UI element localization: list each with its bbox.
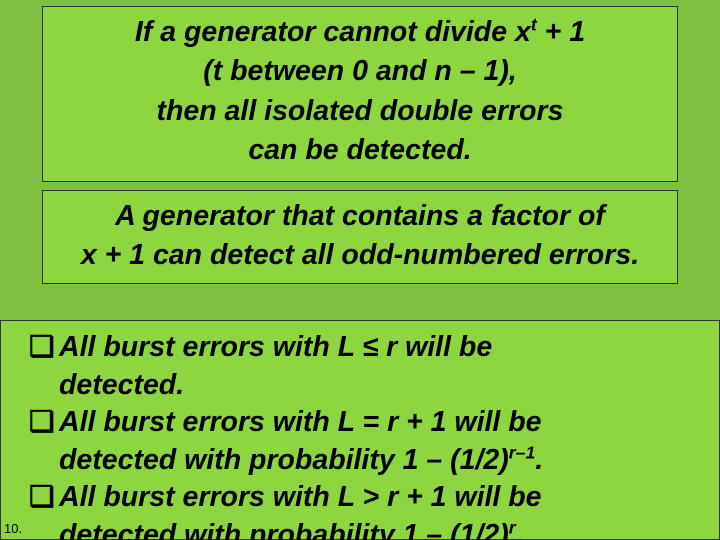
bullet-icon: ❏ — [29, 479, 59, 517]
item2-l2-sup: r — [509, 518, 516, 538]
item2-l2-b: . — [516, 519, 524, 540]
item1-l2-sup: r–1 — [509, 442, 536, 462]
item1-line2: detected with probability 1 – (1/2)r–1. — [29, 442, 695, 480]
box2-line1: A generator that contains a factor of — [53, 197, 667, 236]
list-item: ❏ All burst errors with L ≤ r will be — [29, 329, 695, 367]
item0-line1: All burst errors with L ≤ r will be — [59, 329, 695, 367]
item1-line1: All burst errors with L = r + 1 will be — [59, 404, 695, 442]
item1-l2-b: . — [535, 444, 543, 476]
callout-box-1: If a generator cannot divide xt + 1 (t b… — [42, 6, 678, 182]
callout-box-2: A generator that contains a factor of x … — [42, 190, 678, 284]
box1-line1-b: + 1 — [537, 16, 585, 48]
item1-l2-a: detected with probability 1 – (1/2) — [59, 444, 509, 476]
list-item: ❏ All burst errors with L > r + 1 will b… — [29, 479, 695, 517]
box1-line2: (t between 0 and n – 1), — [61, 52, 659, 91]
page-number: 10. — [4, 521, 22, 536]
callout-box-3: ❏ All burst errors with L ≤ r will be de… — [0, 320, 720, 540]
box1-line3: then all isolated double errors — [61, 92, 659, 131]
item2-l2-a: detected with probability 1 – (1/2) — [59, 519, 509, 540]
item0-line2: detected. — [29, 367, 695, 405]
bullet-icon: ❏ — [29, 404, 59, 442]
box1-line1: If a generator cannot divide xt + 1 — [61, 13, 659, 52]
item2-line1: All burst errors with L > r + 1 will be — [59, 479, 695, 517]
bullet-icon: ❏ — [29, 329, 59, 367]
list-item: ❏ All burst errors with L = r + 1 will b… — [29, 404, 695, 442]
item2-line2: detected with probability 1 – (1/2)r. — [29, 517, 695, 540]
box1-line4: can be detected. — [61, 131, 659, 170]
box1-line1-a: If a generator cannot divide x — [135, 16, 531, 48]
box2-line2: x + 1 can detect all odd-numbered errors… — [53, 236, 667, 275]
